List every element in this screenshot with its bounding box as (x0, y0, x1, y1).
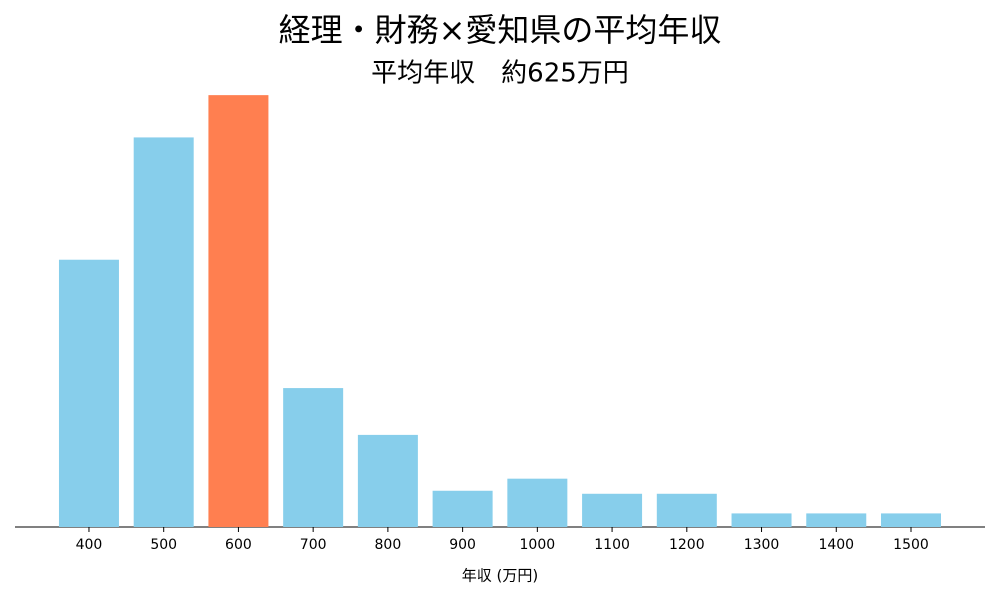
x-tick-label: 500 (150, 537, 177, 553)
chart-subtitle: 平均年収 約625万円 (371, 59, 629, 89)
x-tick-label: 1200 (669, 537, 705, 553)
bar (208, 95, 269, 527)
x-tick-label: 700 (300, 537, 327, 553)
x-tick-label: 1300 (744, 537, 780, 553)
bar (656, 493, 717, 527)
x-tick-label: 600 (225, 537, 252, 553)
x-tick-label: 1400 (818, 537, 854, 553)
x-tick-label: 1500 (893, 537, 929, 553)
chart-title: 経理・財務×愛知県の平均年収 (279, 11, 722, 49)
bar (283, 388, 344, 527)
bar (507, 478, 568, 527)
bar (582, 493, 643, 527)
bar (357, 434, 418, 527)
bar (806, 513, 867, 527)
x-tick-label: 900 (449, 537, 476, 553)
x-tick-label: 800 (375, 537, 402, 553)
bar (731, 513, 792, 527)
bar (432, 490, 493, 527)
bar (133, 137, 194, 528)
bar (58, 259, 119, 527)
x-tick-label: 1100 (594, 537, 630, 553)
bar (880, 513, 941, 527)
x-tick-label: 1000 (520, 537, 556, 553)
x-axis-label: 年収 (万円) (462, 567, 538, 585)
x-tick-label: 400 (76, 537, 103, 553)
